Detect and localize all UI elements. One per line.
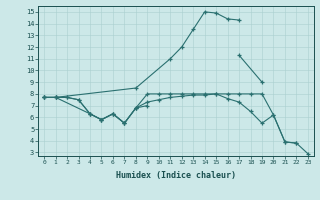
X-axis label: Humidex (Indice chaleur): Humidex (Indice chaleur) xyxy=(116,171,236,180)
